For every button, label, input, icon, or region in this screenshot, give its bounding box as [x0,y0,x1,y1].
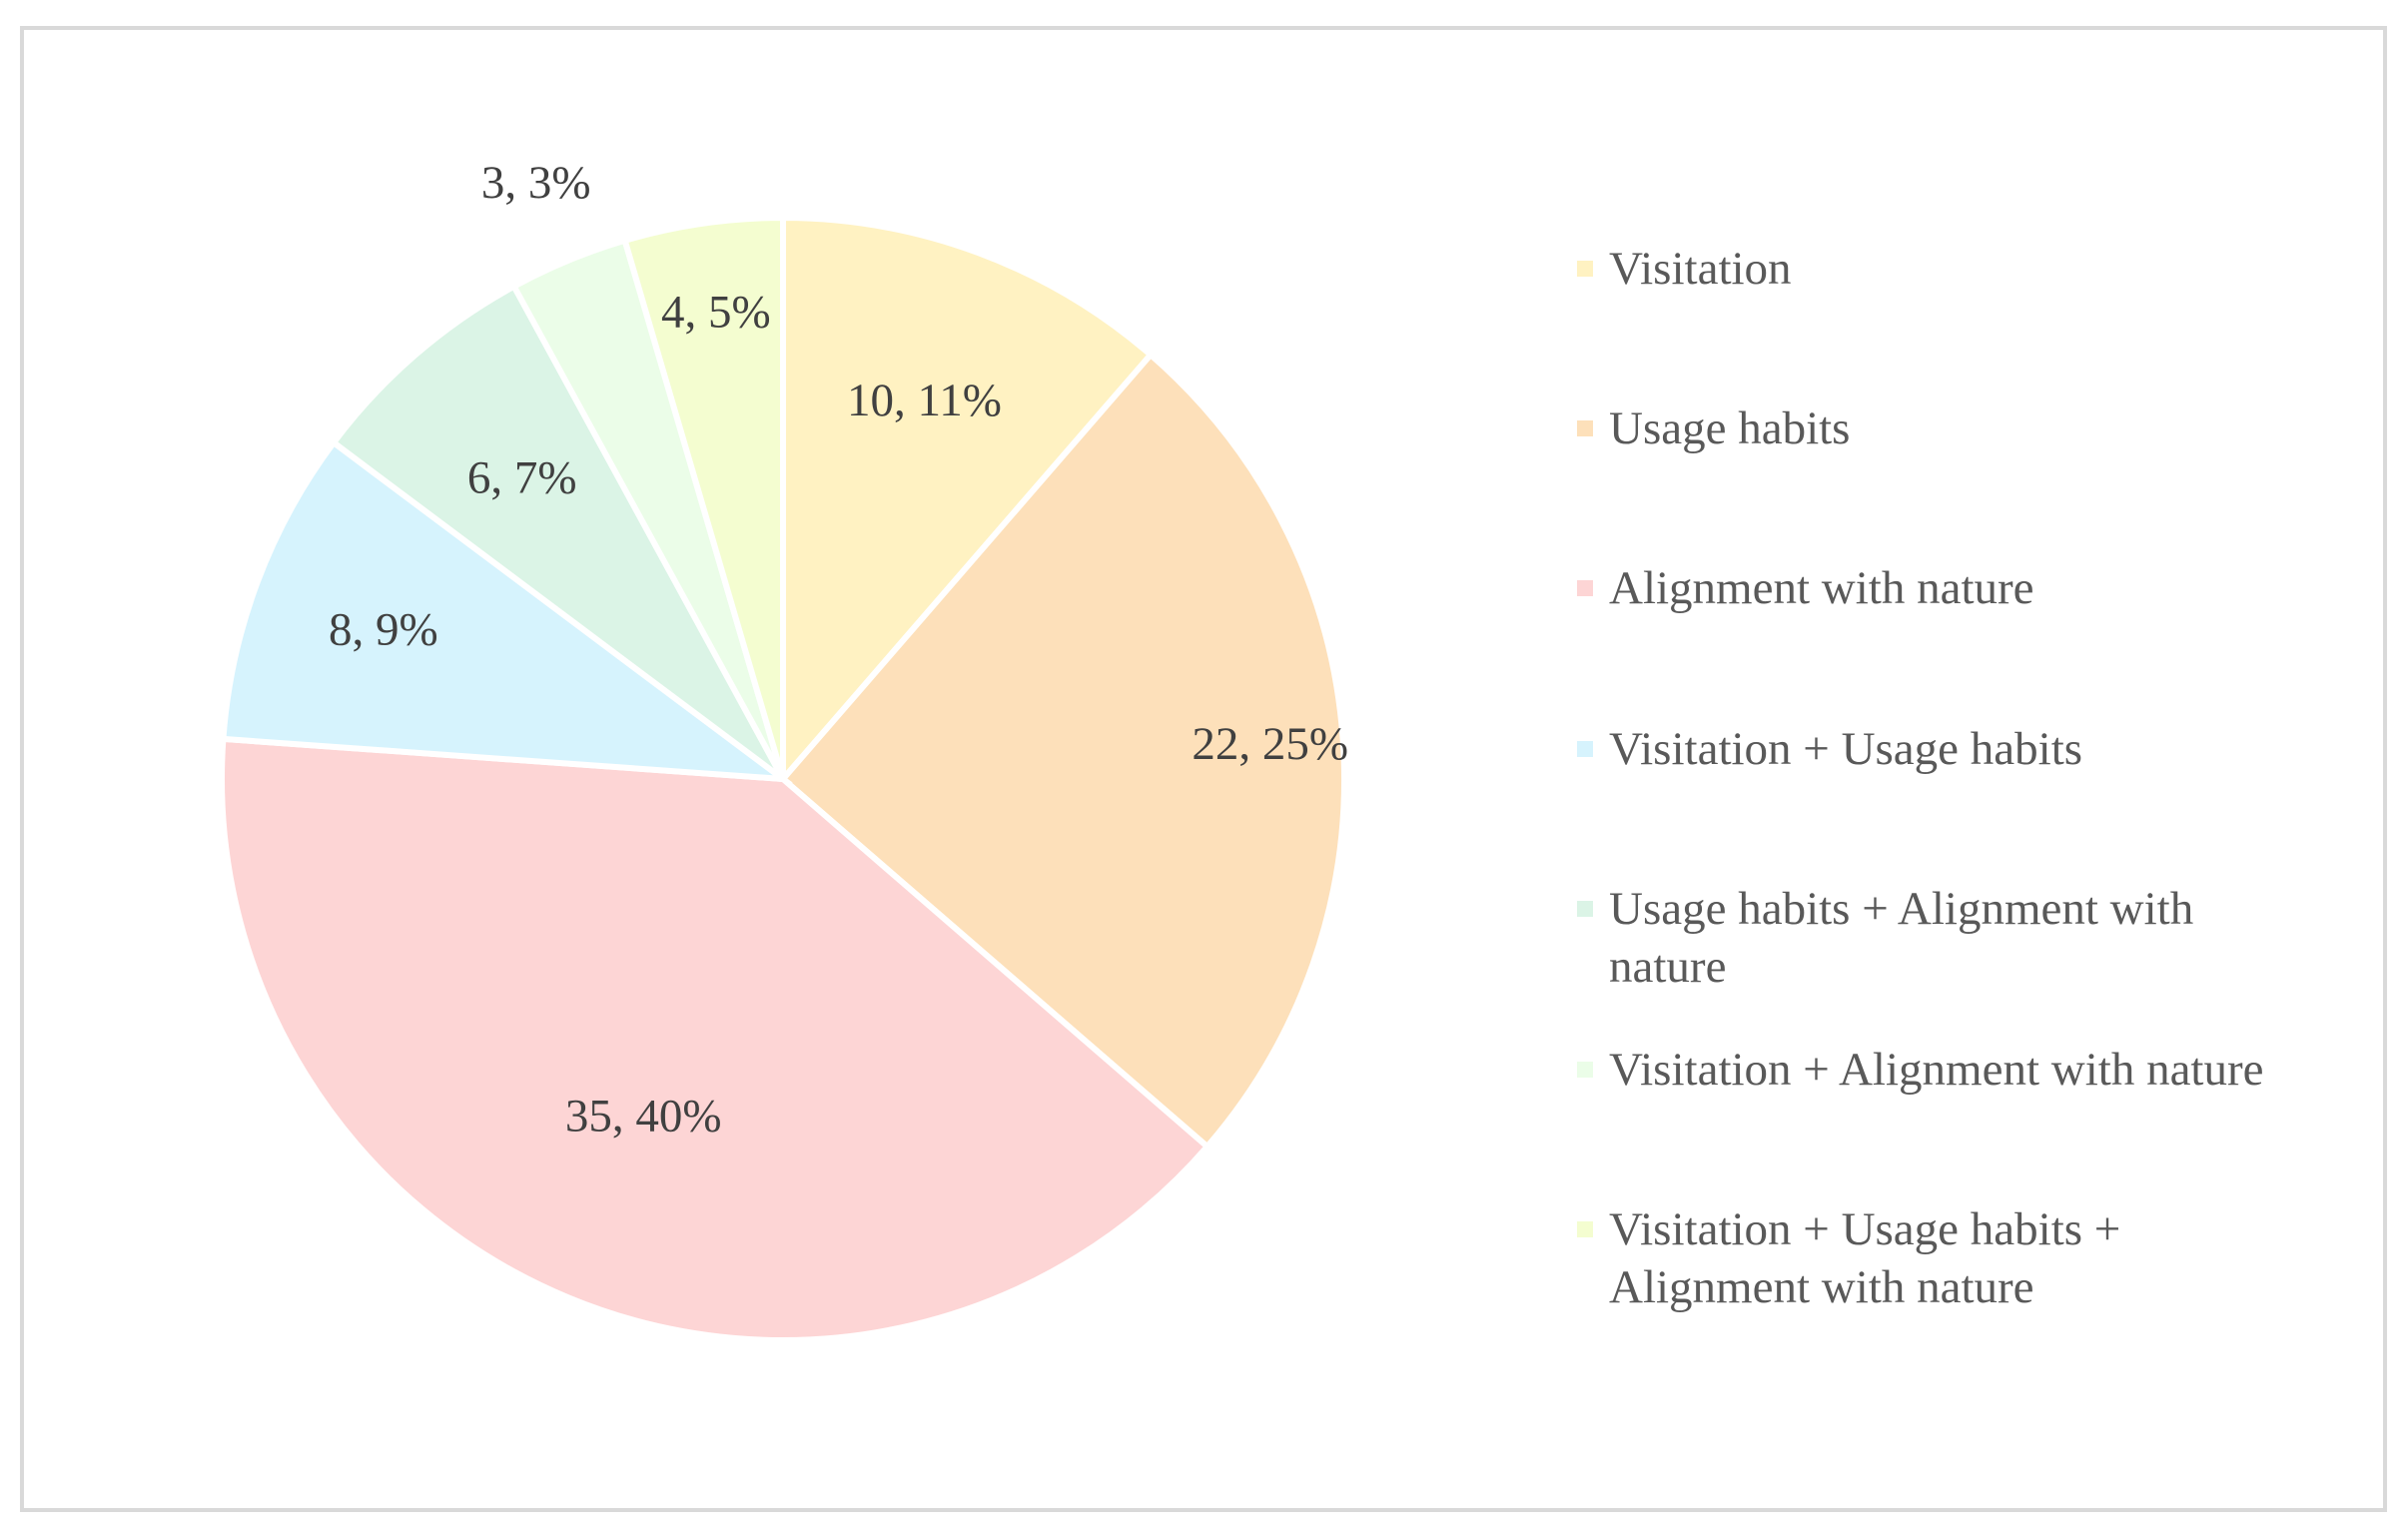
data-label: 3, 3% [481,157,591,209]
legend-label: Visitation [1609,243,1792,295]
pie-slice-alignment-with-nature [219,735,1211,1343]
data-label: 22, 25% [1192,718,1348,770]
legend-swatch [1577,580,1593,596]
pie-slices [219,214,1347,1343]
legend-label: Usage habits + Alignment with nature [1609,883,2194,993]
data-label: 8, 9% [329,604,438,656]
legend-item-visitation: Visitation [1577,240,2376,298]
legend-item-all-three: Visitation + Usage habits + Alignment wi… [1577,1200,2376,1316]
legend-swatch [1577,741,1593,757]
legend-item-usage-habits-alignment: Usage habits + Alignment with nature [1577,880,2376,996]
legend-item-alignment-with-nature: Alignment with nature [1577,559,2376,617]
data-label: 10, 11% [847,375,1002,426]
legend-label: Visitation + Usage habits + Alignment wi… [1609,1203,2121,1313]
legend-swatch [1577,1062,1593,1078]
legend-swatch [1577,261,1593,277]
pie-slice-visitation [780,214,1156,788]
data-label: 6, 7% [467,451,577,503]
legend-item-visitation-alignment: Visitation + Alignment with nature [1577,1041,2376,1099]
legend-item-usage-habits: Usage habits [1577,399,2376,457]
legend-swatch [1577,1221,1593,1237]
chart-area: 10, 11% 22, 25% 35, 40% 8, 9% 6, 7% 3, 3% 4, 5… [20,26,2387,1512]
legend-label: Visitation + Alignment with nature [1609,1044,2264,1096]
pie-slice-usage-habits-alignment-with-nature [329,282,786,782]
legend-label: Alignment with nature [1609,562,2034,614]
legend-item-visitation-usage-habits: Visitation + Usage habits [1577,720,2376,778]
pie-data-labels: 10, 11% 22, 25% 35, 40% 8, 9% 6, 7% 3, 3% 4, 5… [329,157,1348,1143]
legend-swatch [1577,901,1593,917]
data-label: 4, 5% [661,287,771,339]
pie-chart: 10, 11% 22, 25% 35, 40% 8, 9% 6, 7% 3, 3% 4, 5… [219,157,1348,1343]
pie-slice-visitation-usage-habits-alignment-with-nature [620,214,786,780]
legend-label: Usage habits [1609,402,1851,454]
legend-swatch [1577,420,1593,436]
data-label: 35, 40% [565,1090,722,1142]
legend-label: Visitation + Usage habits [1609,723,2083,775]
pie-slice-usage-habits [778,351,1347,1152]
pie-slice-visitation-usage-habits [220,438,793,783]
